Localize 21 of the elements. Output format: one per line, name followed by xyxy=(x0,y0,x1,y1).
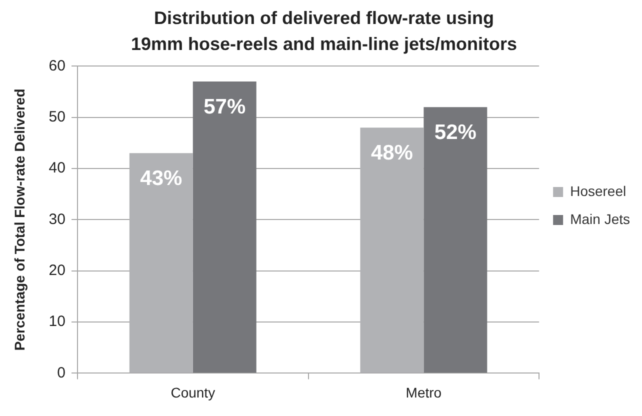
data-label: 57% xyxy=(204,95,246,118)
legend-label: Hosereel xyxy=(570,182,626,199)
y-tick-label: 30 xyxy=(48,210,66,228)
data-label: 52% xyxy=(434,120,477,144)
x-tick-label: Metro xyxy=(406,384,442,400)
y-tick-label: 40 xyxy=(48,160,66,177)
x-tick-label: County xyxy=(170,384,216,400)
legend-label: Main Jets xyxy=(570,210,630,227)
chart-title: Distribution of delivered flow-rate using 19mm hose-reels and main-line jets/monitors xyxy=(130,8,518,54)
y-axis-title: Percentage of Total Flow-rate Delivered xyxy=(11,88,28,351)
y-tick-label: 0 xyxy=(57,364,66,382)
data-label: 43% xyxy=(140,166,182,190)
bar xyxy=(360,128,424,373)
y-tick-label: 10 xyxy=(48,313,66,330)
y-tick-label: 60 xyxy=(48,57,66,74)
bar xyxy=(192,82,256,373)
data-label: 48% xyxy=(370,141,414,164)
bar xyxy=(424,107,488,373)
bar xyxy=(129,153,193,373)
y-tick-label: 50 xyxy=(48,108,66,126)
y-tick-label: 20 xyxy=(48,262,66,280)
